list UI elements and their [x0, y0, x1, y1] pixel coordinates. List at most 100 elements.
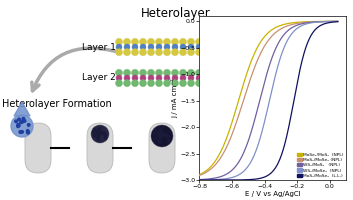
Circle shape — [180, 75, 186, 81]
Circle shape — [203, 38, 210, 45]
Circle shape — [260, 44, 266, 50]
Circle shape — [124, 75, 130, 81]
Circle shape — [220, 44, 226, 50]
Circle shape — [98, 133, 100, 135]
Circle shape — [19, 131, 22, 133]
Circle shape — [204, 75, 210, 81]
Circle shape — [100, 132, 102, 134]
Circle shape — [268, 75, 274, 81]
Circle shape — [21, 120, 24, 123]
Circle shape — [148, 38, 155, 45]
Circle shape — [124, 69, 131, 76]
Circle shape — [162, 133, 163, 135]
Circle shape — [179, 49, 186, 56]
Circle shape — [244, 75, 250, 81]
Circle shape — [115, 80, 122, 87]
Circle shape — [188, 75, 194, 81]
Circle shape — [163, 49, 170, 56]
Circle shape — [196, 38, 203, 45]
Circle shape — [227, 69, 234, 76]
Circle shape — [20, 121, 23, 123]
Circle shape — [148, 80, 155, 87]
Circle shape — [220, 38, 227, 45]
Circle shape — [172, 75, 178, 81]
Circle shape — [259, 69, 267, 76]
Circle shape — [156, 38, 162, 45]
Circle shape — [160, 133, 162, 135]
Circle shape — [268, 49, 275, 56]
Circle shape — [188, 44, 194, 50]
Circle shape — [203, 80, 210, 87]
Circle shape — [132, 80, 138, 87]
Circle shape — [98, 128, 100, 130]
Circle shape — [165, 134, 167, 136]
Circle shape — [187, 80, 195, 87]
Circle shape — [244, 38, 251, 45]
Circle shape — [260, 75, 266, 81]
Circle shape — [27, 131, 29, 134]
Circle shape — [104, 134, 106, 136]
Circle shape — [172, 69, 179, 76]
Circle shape — [97, 134, 99, 136]
Circle shape — [159, 136, 161, 138]
Circle shape — [139, 38, 146, 45]
Circle shape — [179, 38, 186, 45]
Circle shape — [116, 44, 122, 50]
Circle shape — [98, 133, 100, 134]
Circle shape — [196, 49, 203, 56]
Circle shape — [196, 44, 202, 50]
Circle shape — [172, 49, 179, 56]
Circle shape — [22, 117, 25, 120]
Circle shape — [97, 137, 98, 138]
Circle shape — [17, 125, 19, 128]
Circle shape — [23, 120, 26, 122]
Circle shape — [220, 49, 227, 56]
Text: Heterolayer: Heterolayer — [141, 7, 211, 20]
FancyArrowPatch shape — [32, 48, 115, 91]
Circle shape — [172, 44, 178, 50]
Circle shape — [244, 80, 251, 87]
Circle shape — [172, 38, 179, 45]
Circle shape — [158, 140, 160, 142]
Circle shape — [132, 44, 138, 50]
Circle shape — [94, 135, 96, 137]
Circle shape — [164, 44, 170, 50]
Circle shape — [98, 135, 100, 137]
Circle shape — [148, 69, 155, 76]
Circle shape — [172, 80, 179, 87]
Circle shape — [158, 139, 160, 141]
Circle shape — [26, 130, 29, 132]
Circle shape — [179, 69, 186, 76]
Circle shape — [100, 132, 101, 133]
Circle shape — [244, 49, 251, 56]
Circle shape — [179, 80, 186, 87]
Circle shape — [236, 44, 242, 50]
Circle shape — [235, 80, 243, 87]
Circle shape — [98, 130, 100, 131]
Circle shape — [132, 38, 138, 45]
Circle shape — [187, 38, 195, 45]
Circle shape — [97, 138, 99, 140]
Text: Layer 2: Layer 2 — [82, 73, 116, 82]
Circle shape — [156, 80, 162, 87]
Circle shape — [21, 131, 23, 133]
Circle shape — [156, 69, 162, 76]
Circle shape — [259, 49, 267, 56]
Circle shape — [124, 44, 130, 50]
Circle shape — [160, 133, 162, 135]
Circle shape — [259, 80, 267, 87]
Circle shape — [160, 130, 162, 132]
Circle shape — [140, 75, 146, 81]
Text: Heterolayer Formation: Heterolayer Formation — [2, 99, 112, 109]
Circle shape — [220, 75, 226, 81]
Circle shape — [228, 44, 234, 50]
Circle shape — [97, 139, 100, 140]
Y-axis label: j / mA cm⁻²: j / mA cm⁻² — [171, 78, 178, 118]
Circle shape — [251, 49, 258, 56]
Circle shape — [244, 69, 251, 76]
Circle shape — [28, 124, 30, 126]
Circle shape — [160, 131, 162, 133]
Circle shape — [97, 137, 99, 139]
Circle shape — [235, 69, 243, 76]
Circle shape — [18, 118, 20, 121]
